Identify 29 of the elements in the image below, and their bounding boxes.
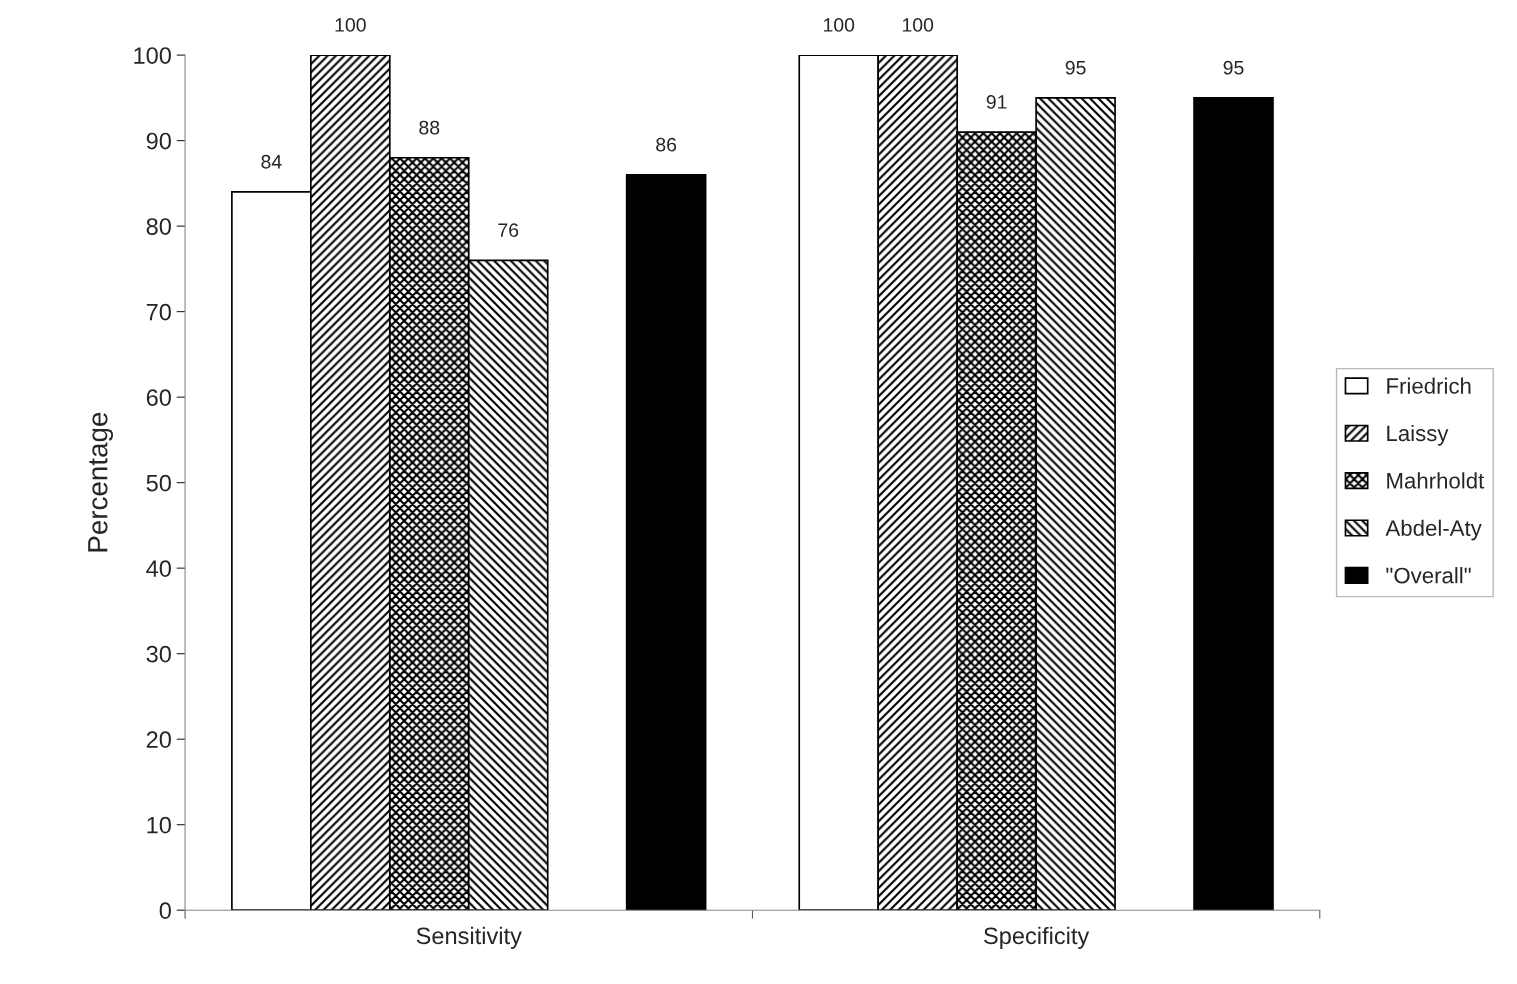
y-axis-title: Percentage — [88, 412, 114, 552]
x-tick-label: Specificity — [984, 926, 1090, 949]
y-tick-label: 20 — [146, 731, 171, 748]
data-label: 86 — [656, 137, 677, 152]
y-tick-label: 60 — [146, 389, 171, 406]
data-label: 95 — [1065, 60, 1086, 75]
data-label: 100 — [902, 18, 934, 32]
legend-label: Laissy — [1387, 424, 1449, 446]
data-label: 76 — [498, 223, 519, 238]
data-label: 88 — [419, 120, 440, 135]
data-label: 95 — [1223, 60, 1244, 75]
legend-label: Mahrholdt — [1387, 472, 1485, 489]
data-label: 100 — [335, 18, 366, 32]
y-tick-label: 70 — [146, 303, 171, 321]
y-tick-label: 100 — [134, 47, 171, 64]
y-tick-label: 0 — [159, 902, 171, 919]
y-tick-label: 30 — [146, 645, 171, 663]
y-tick-label: 40 — [146, 560, 171, 577]
data-label: 100 — [823, 18, 855, 32]
legend-label: "Overall" — [1386, 567, 1471, 584]
x-tick-label: Sensitivity — [416, 926, 522, 949]
y-tick-label: 80 — [146, 218, 171, 235]
data-label: 91 — [986, 95, 1007, 109]
data-label: 84 — [261, 154, 282, 169]
legend-label: Abdel-Aty — [1385, 519, 1482, 541]
y-tick-label: 90 — [146, 132, 171, 150]
legend-label: Friedrich — [1387, 377, 1471, 394]
y-tick-label: 10 — [147, 816, 171, 834]
y-tick-label: 50 — [146, 474, 171, 492]
